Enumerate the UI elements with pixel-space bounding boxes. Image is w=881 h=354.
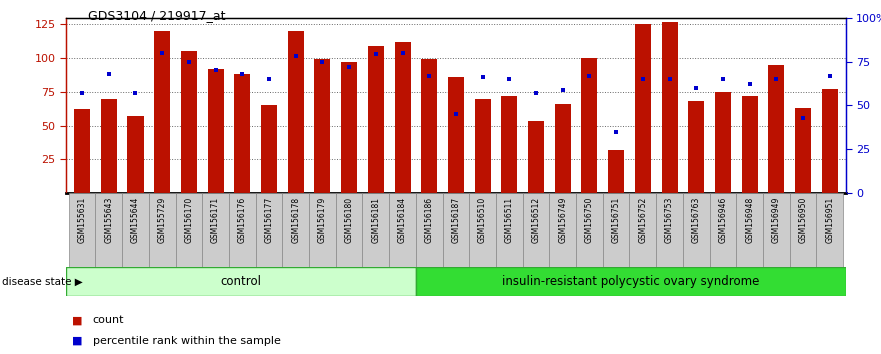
Text: GSM156949: GSM156949 bbox=[772, 197, 781, 243]
Bar bbox=[608, 150, 624, 193]
Bar bbox=[203, 193, 229, 267]
Bar bbox=[683, 193, 709, 267]
Text: disease state ▶: disease state ▶ bbox=[2, 276, 83, 286]
Bar bbox=[100, 98, 117, 193]
Text: GSM156170: GSM156170 bbox=[184, 197, 194, 243]
Text: ■: ■ bbox=[72, 315, 83, 325]
Bar bbox=[74, 109, 90, 193]
Bar bbox=[742, 96, 758, 193]
Text: GSM156749: GSM156749 bbox=[559, 197, 567, 243]
Bar bbox=[817, 193, 843, 267]
Bar bbox=[95, 193, 122, 267]
Bar bbox=[255, 193, 282, 267]
Bar bbox=[496, 193, 522, 267]
Text: GSM156177: GSM156177 bbox=[264, 197, 273, 243]
Text: percentile rank within the sample: percentile rank within the sample bbox=[93, 336, 280, 346]
Text: GSM156179: GSM156179 bbox=[318, 197, 327, 243]
Bar bbox=[581, 58, 597, 193]
Bar bbox=[768, 65, 784, 193]
Bar bbox=[662, 22, 677, 193]
Text: GSM155729: GSM155729 bbox=[158, 197, 167, 243]
Text: GSM156763: GSM156763 bbox=[692, 197, 700, 243]
Bar bbox=[528, 121, 544, 193]
Bar bbox=[309, 193, 336, 267]
Bar bbox=[555, 104, 571, 193]
Text: GSM156752: GSM156752 bbox=[639, 197, 648, 243]
Text: control: control bbox=[220, 275, 262, 288]
Text: count: count bbox=[93, 315, 124, 325]
Text: GSM156951: GSM156951 bbox=[825, 197, 834, 243]
Bar bbox=[470, 193, 496, 267]
Text: GSM156180: GSM156180 bbox=[344, 197, 353, 243]
Text: GSM156184: GSM156184 bbox=[398, 197, 407, 243]
Bar bbox=[714, 92, 731, 193]
Text: GSM156176: GSM156176 bbox=[238, 197, 247, 243]
Text: GSM156512: GSM156512 bbox=[531, 197, 541, 243]
Bar bbox=[635, 24, 651, 193]
Bar bbox=[475, 98, 491, 193]
Bar bbox=[630, 193, 656, 267]
Text: GSM156181: GSM156181 bbox=[371, 197, 381, 242]
Bar bbox=[656, 193, 683, 267]
Bar bbox=[389, 193, 416, 267]
Bar bbox=[576, 193, 603, 267]
Bar bbox=[208, 69, 224, 193]
Text: GSM156510: GSM156510 bbox=[478, 197, 487, 243]
Bar bbox=[688, 101, 704, 193]
Text: GSM156753: GSM156753 bbox=[665, 197, 674, 243]
Text: GSM156948: GSM156948 bbox=[745, 197, 754, 243]
Bar bbox=[763, 193, 789, 267]
Bar bbox=[395, 42, 411, 193]
Bar bbox=[416, 193, 442, 267]
Bar bbox=[122, 193, 149, 267]
Bar bbox=[522, 193, 550, 267]
Bar bbox=[367, 46, 384, 193]
Text: GSM156187: GSM156187 bbox=[451, 197, 461, 243]
Text: GSM156171: GSM156171 bbox=[211, 197, 220, 243]
Bar bbox=[341, 62, 357, 193]
Text: GSM156946: GSM156946 bbox=[718, 197, 728, 243]
Bar bbox=[66, 267, 416, 296]
Bar bbox=[789, 193, 817, 267]
Text: GSM156511: GSM156511 bbox=[505, 197, 514, 243]
Bar bbox=[229, 193, 255, 267]
Bar bbox=[709, 193, 737, 267]
Text: GSM156186: GSM156186 bbox=[425, 197, 433, 243]
Bar bbox=[421, 59, 437, 193]
Bar bbox=[181, 51, 197, 193]
Bar bbox=[362, 193, 389, 267]
Bar bbox=[603, 193, 630, 267]
Bar bbox=[261, 105, 277, 193]
Bar bbox=[442, 193, 470, 267]
Bar bbox=[737, 193, 763, 267]
Bar bbox=[288, 31, 304, 193]
Text: GSM156178: GSM156178 bbox=[292, 197, 300, 243]
Text: ■: ■ bbox=[72, 336, 83, 346]
Bar bbox=[416, 267, 846, 296]
Text: GSM155631: GSM155631 bbox=[78, 197, 86, 243]
Bar bbox=[175, 193, 203, 267]
Text: insulin-resistant polycystic ovary syndrome: insulin-resistant polycystic ovary syndr… bbox=[502, 275, 759, 288]
Text: GSM156751: GSM156751 bbox=[611, 197, 620, 243]
Bar bbox=[154, 31, 170, 193]
Bar bbox=[501, 96, 517, 193]
Text: GDS3104 / 219917_at: GDS3104 / 219917_at bbox=[88, 9, 226, 22]
Bar bbox=[448, 77, 464, 193]
Text: GSM156750: GSM156750 bbox=[585, 197, 594, 243]
Text: GSM155643: GSM155643 bbox=[104, 197, 114, 243]
Bar bbox=[69, 193, 95, 267]
Bar bbox=[282, 193, 309, 267]
Bar bbox=[128, 116, 144, 193]
Bar bbox=[795, 108, 811, 193]
Bar bbox=[149, 193, 175, 267]
Bar bbox=[315, 59, 330, 193]
Text: GSM156950: GSM156950 bbox=[798, 197, 808, 243]
Text: GSM155644: GSM155644 bbox=[131, 197, 140, 243]
Bar bbox=[822, 89, 838, 193]
Bar bbox=[336, 193, 362, 267]
Bar bbox=[550, 193, 576, 267]
Bar bbox=[234, 74, 250, 193]
